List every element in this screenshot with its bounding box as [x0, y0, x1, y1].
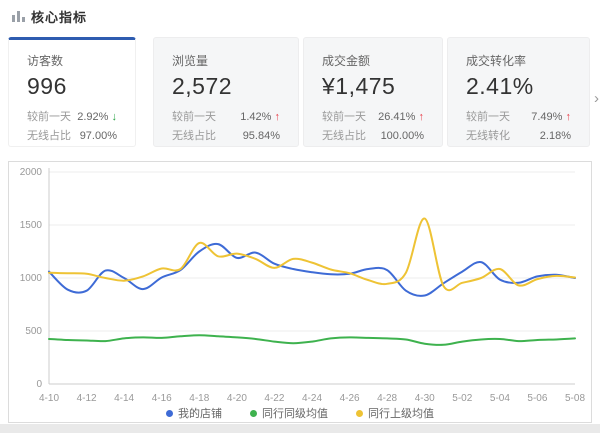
legend-dot-yellow: [356, 409, 363, 417]
metric-label: 成交金额: [322, 54, 371, 68]
trend-chart-svg: 0 500 1000 1500 2000 4-10 4-12 4-14 4-16 4-18 4-20…: [20, 167, 586, 404]
svg-text:4-30: 4-30: [415, 393, 435, 404]
svg-text:4-24: 4-24: [302, 393, 322, 404]
chart-legend: 我的店铺 同行同级均值 同行上级均值: [9, 404, 591, 422]
svg-text:5-06: 5-06: [527, 393, 547, 404]
svg-text:4-16: 4-16: [152, 393, 172, 404]
metric-value: 2,572: [172, 73, 233, 99]
metric-subrow: 无线占比 95.84%: [172, 130, 280, 142]
metric-value: 996: [27, 73, 67, 99]
metric-value: ¥1,475: [322, 73, 396, 99]
metric-card-pageviews[interactable]: 浏览量 2,572 较前一天 1.42% ↑ 无线占比 95.84%: [153, 37, 299, 147]
svg-text:5-02: 5-02: [452, 393, 472, 404]
legend-dot-blue: [166, 409, 173, 417]
trend-up-icon: ↑: [565, 111, 572, 123]
metric-card-visitors[interactable]: 访客数 996 较前一天 2.92% ↓ 无线占比 97.00%: [8, 37, 136, 147]
legend-item-peer-same-level[interactable]: 同行同级均值: [250, 405, 328, 421]
svg-text:4-18: 4-18: [189, 393, 209, 404]
metric-label: 成交转化率: [466, 54, 527, 68]
page-title: 核心指标: [31, 9, 88, 25]
svg-text:2000: 2000: [20, 167, 43, 178]
trend-down-icon: ↓: [111, 111, 118, 123]
svg-text:500: 500: [25, 326, 42, 337]
svg-text:4-12: 4-12: [77, 393, 97, 404]
svg-text:4-28: 4-28: [377, 393, 397, 404]
metric-subrow: 较前一天 26.41% ↑: [322, 111, 425, 123]
legend-item-peer-upper-level[interactable]: 同行上级均值: [356, 405, 434, 421]
trend-chart-panel: 0 500 1000 1500 2000 4-10 4-12 4-14 4-16 4-18 4-20…: [8, 161, 592, 423]
svg-text:4-10: 4-10: [39, 393, 59, 404]
metric-subrow: 较前一天 7.49% ↑: [466, 111, 572, 123]
svg-text:4-26: 4-26: [340, 393, 360, 404]
svg-text:1000: 1000: [20, 273, 43, 284]
metric-label: 浏览量: [172, 54, 209, 68]
svg-text:4-14: 4-14: [114, 393, 134, 404]
svg-text:5-04: 5-04: [490, 393, 510, 404]
page-header: 核心指标: [0, 0, 600, 32]
metric-cards-band: 访客数 996 较前一天 2.92% ↓ 无线占比 97.00% 浏览量 2,5…: [0, 32, 600, 147]
trend-up-icon: ↑: [274, 111, 281, 123]
trend-up-icon: ↑: [418, 111, 425, 123]
metric-subrow: 较前一天 2.92% ↓: [27, 111, 118, 123]
legend-item-my-shop[interactable]: 我的店铺: [166, 405, 222, 421]
bar-chart-icon: [12, 10, 25, 22]
metric-label: 访客数: [27, 54, 64, 68]
svg-text:1500: 1500: [20, 220, 43, 231]
svg-text:5-08: 5-08: [565, 393, 585, 404]
metric-subrow: 较前一天 1.42% ↑: [172, 111, 281, 123]
metric-card-conversion-rate[interactable]: 成交转化率 2.41% 较前一天 7.49% ↑ 无线转化 2.18%: [447, 37, 590, 147]
svg-text:0: 0: [36, 379, 42, 390]
svg-text:4-20: 4-20: [227, 393, 247, 404]
metric-value: 2.41%: [466, 73, 534, 99]
metric-card-transaction-amount[interactable]: 成交金额 ¥1,475 较前一天 26.41% ↑ 无线占比 100.00%: [303, 37, 443, 147]
svg-text:4-22: 4-22: [264, 393, 284, 404]
cards-next-arrow[interactable]: ›: [594, 90, 599, 107]
legend-dot-green: [250, 409, 257, 417]
metric-subrow: 无线占比 97.00%: [27, 130, 117, 142]
metric-subrow: 无线转化 2.18%: [466, 130, 571, 142]
metric-subrow: 无线占比 100.00%: [322, 130, 424, 142]
page-footer-strip: [0, 424, 600, 433]
